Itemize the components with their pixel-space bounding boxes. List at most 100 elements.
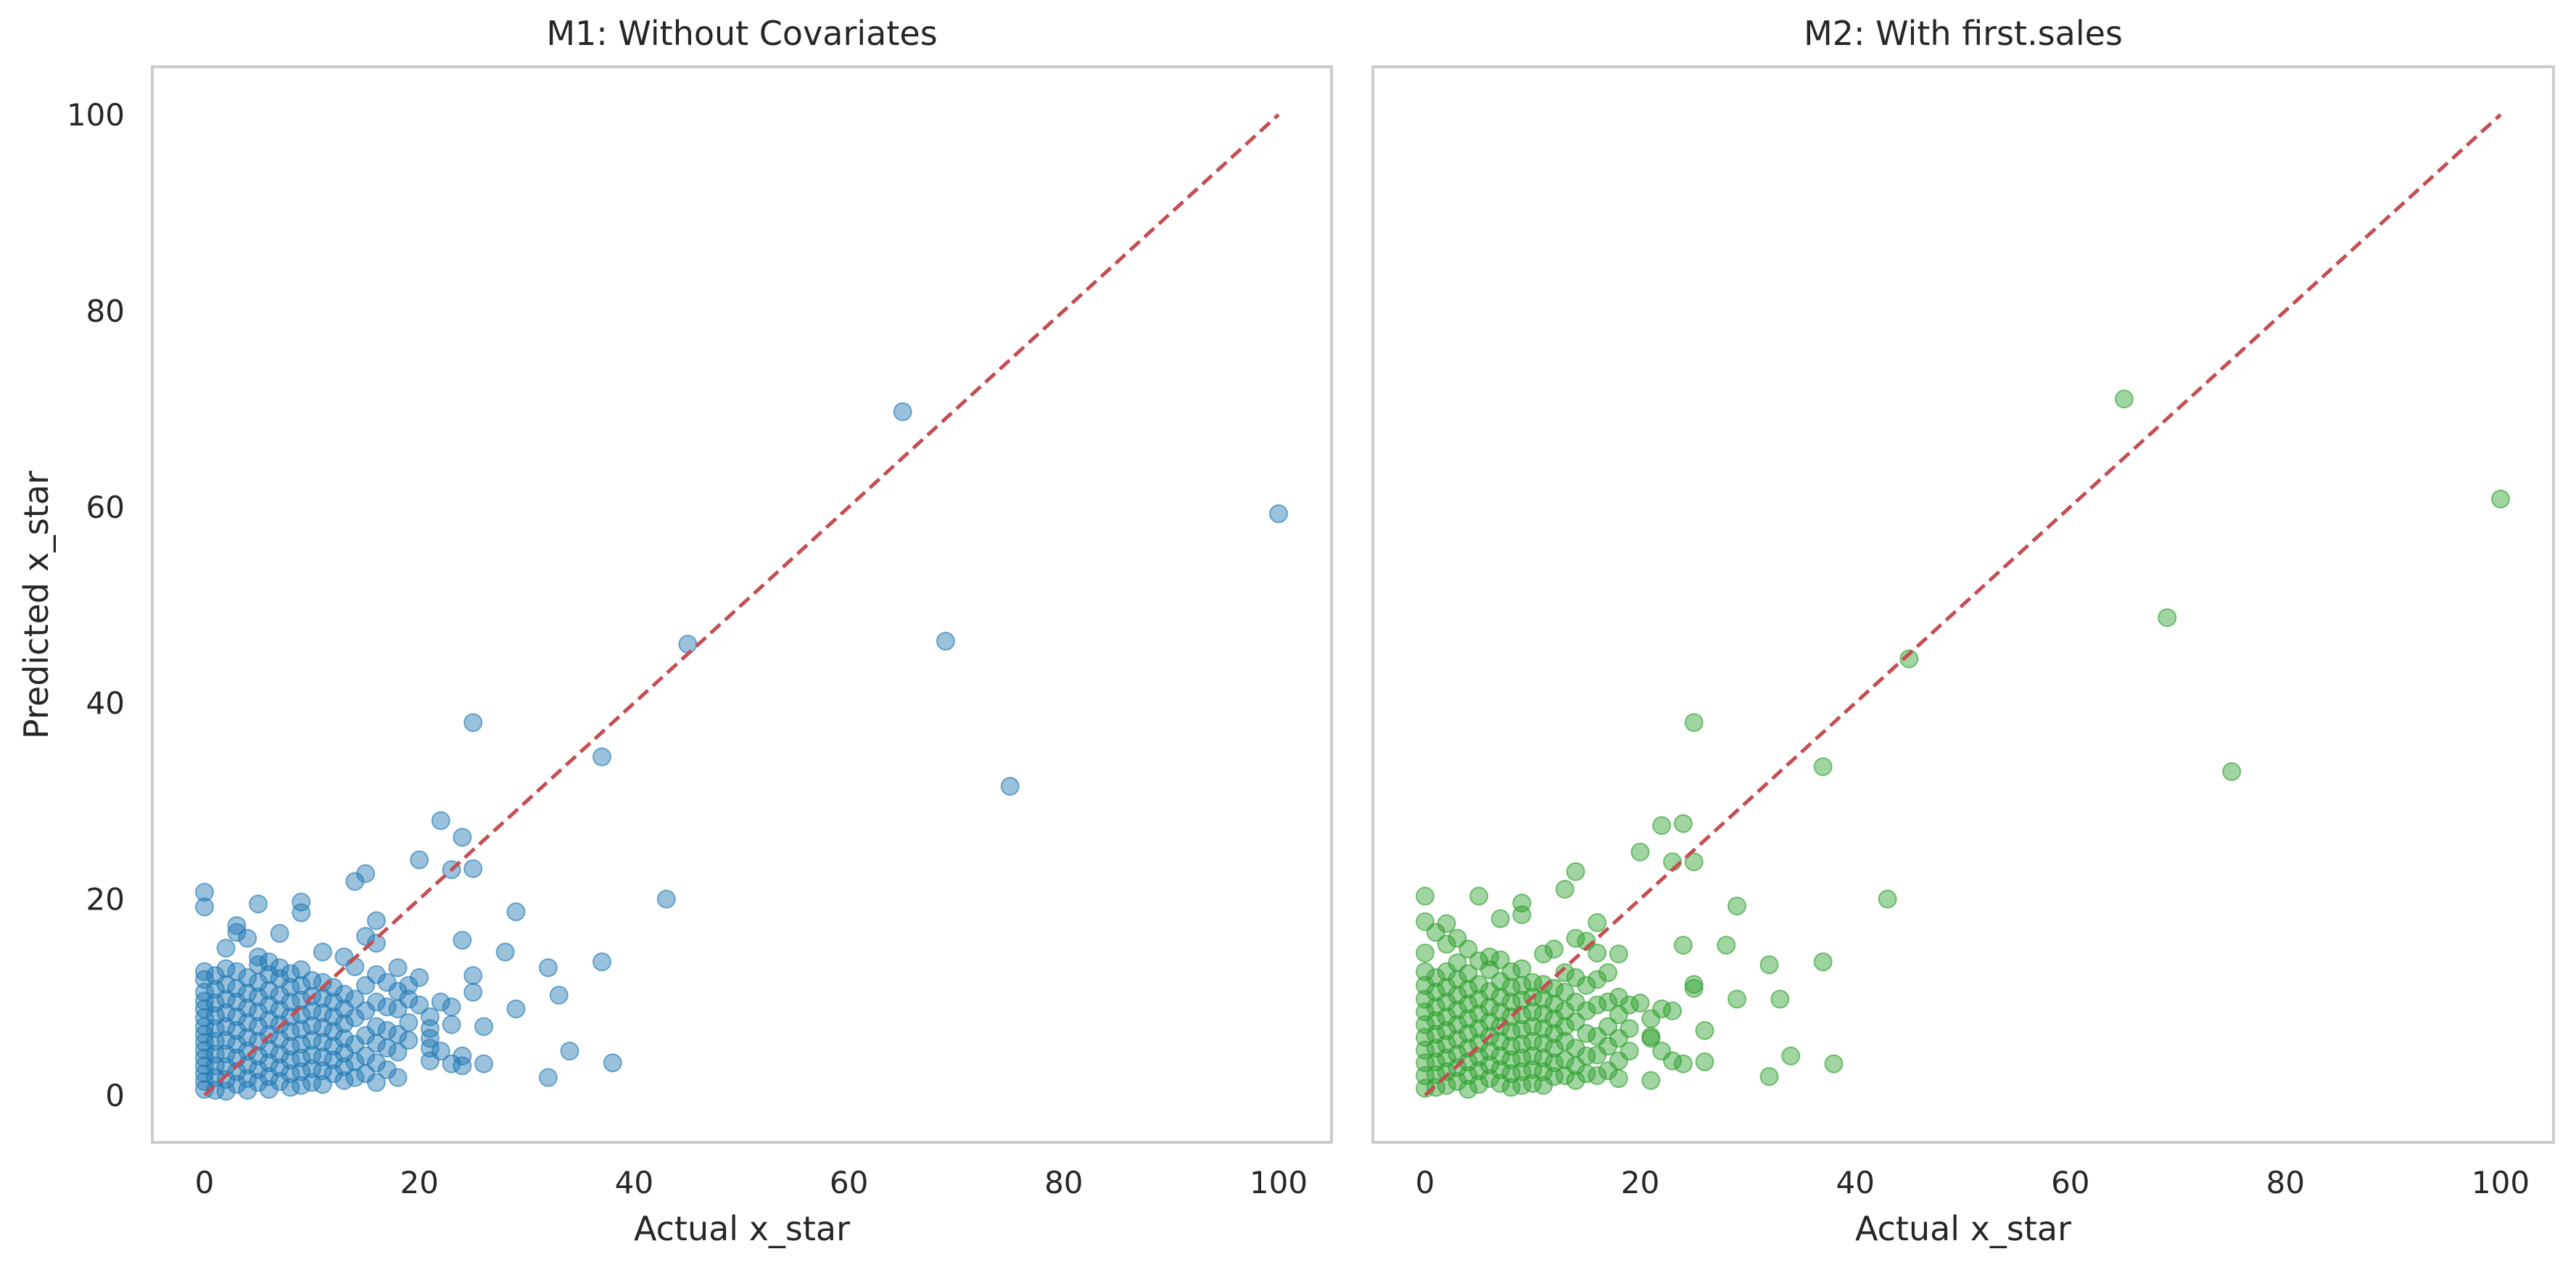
data-point-m1-184 bbox=[421, 1028, 440, 1048]
data-point-m1-219 bbox=[1269, 504, 1288, 524]
data-point-m2-64 bbox=[1479, 947, 1499, 967]
data-point-m1-40 bbox=[227, 962, 247, 981]
data-point-m1-49 bbox=[238, 928, 257, 948]
data-point-m2-151 bbox=[1588, 943, 1607, 962]
x-tick-label-m1-80: 80 bbox=[1044, 1165, 1083, 1200]
data-point-m2-193 bbox=[1727, 896, 1747, 916]
data-point-m1-196 bbox=[453, 1046, 472, 1065]
data-point-m2-152 bbox=[1588, 970, 1607, 989]
data-point-m2-111 bbox=[1534, 944, 1553, 964]
data-point-m2-177 bbox=[1652, 816, 1672, 836]
data-point-m2-143 bbox=[1566, 1071, 1585, 1090]
data-point-m2-159 bbox=[1598, 1017, 1618, 1036]
x-ticks-m2: 0 20 40 60 80 100 bbox=[1416, 1165, 2530, 1200]
data-point-m1-178 bbox=[399, 1031, 418, 1050]
data-point-m1-59 bbox=[249, 894, 268, 914]
data-point-m1-100 bbox=[292, 903, 311, 923]
data-point-m2-202 bbox=[1878, 889, 1897, 909]
data-point-m1-135 bbox=[334, 984, 354, 1004]
data-point-m2-147 bbox=[1577, 1023, 1596, 1043]
data-point-m2-74 bbox=[1490, 950, 1510, 970]
data-point-m2-136 bbox=[1566, 862, 1585, 881]
data-point-m1-176 bbox=[399, 989, 418, 1009]
data-point-m1-118 bbox=[313, 942, 332, 962]
data-point-m1-1 bbox=[195, 897, 214, 917]
panel-title-m2: M2: With first.sales bbox=[1804, 14, 2123, 53]
x-tick-label-m2-0: 0 bbox=[1416, 1165, 1435, 1200]
data-point-m2-112 bbox=[1534, 975, 1553, 994]
data-point-m1-50 bbox=[238, 968, 257, 987]
y-tick-label-m1-100: 100 bbox=[67, 97, 125, 133]
y-tick-label-m1-40: 40 bbox=[86, 685, 125, 721]
data-point-m2-170 bbox=[1619, 1042, 1639, 1061]
data-point-m1-2 bbox=[195, 962, 214, 981]
data-point-m1-81 bbox=[270, 958, 289, 978]
data-point-m1-202 bbox=[474, 1017, 494, 1036]
data-point-m1-9 bbox=[195, 1025, 214, 1044]
y-tick-label-m1-80: 80 bbox=[86, 293, 125, 329]
data-point-m2-169 bbox=[1619, 1019, 1639, 1039]
data-point-m1-209 bbox=[549, 986, 569, 1005]
data-point-m2-176 bbox=[1641, 1071, 1661, 1090]
data-point-m1-0 bbox=[195, 883, 214, 902]
data-point-m2-53 bbox=[1458, 1079, 1478, 1099]
data-point-m1-212 bbox=[592, 952, 611, 972]
data-point-m1-180 bbox=[410, 968, 429, 987]
data-point-m1-137 bbox=[334, 1014, 354, 1034]
data-point-m2-94 bbox=[1512, 959, 1532, 978]
data-point-m1-213 bbox=[603, 1053, 622, 1073]
data-point-m1-27 bbox=[216, 939, 236, 958]
data-point-m1-167 bbox=[377, 1039, 397, 1058]
x-tick-label-m1-100: 100 bbox=[1250, 1165, 1308, 1200]
data-point-m1-145 bbox=[345, 1008, 365, 1028]
data-point-m1-72 bbox=[259, 981, 278, 1000]
data-point-m1-189 bbox=[431, 1042, 450, 1061]
data-point-m2-121 bbox=[1544, 978, 1564, 998]
data-point-m2-23 bbox=[1437, 914, 1456, 933]
data-point-m2-3 bbox=[1416, 962, 1434, 981]
data-point-m2-56 bbox=[1469, 975, 1489, 994]
data-point-m1-188 bbox=[431, 992, 450, 1012]
x-tick-label-m1-0: 0 bbox=[195, 1165, 215, 1200]
data-point-m2-44 bbox=[1458, 939, 1478, 959]
data-point-m2-175 bbox=[1641, 1028, 1661, 1048]
data-point-m1-204 bbox=[495, 942, 515, 962]
reference-line-m1 bbox=[203, 113, 1280, 1097]
data-point-m1-156 bbox=[366, 911, 386, 931]
x-axis-label-m2: Actual x_star bbox=[1855, 1209, 2071, 1248]
data-point-m2-197 bbox=[1770, 989, 1790, 1009]
data-point-m1-71 bbox=[259, 965, 278, 984]
panel-m2: M2: With first.sales 0 20 40 60 80 100 Actual… bbox=[1371, 14, 2555, 1248]
data-point-m2-198 bbox=[1781, 1046, 1801, 1065]
data-point-m2-207 bbox=[2491, 489, 2510, 508]
data-point-m1-218 bbox=[1000, 777, 1020, 796]
x-tick-label-m2-60: 60 bbox=[2051, 1165, 2089, 1200]
x-tick-label-m1-60: 60 bbox=[830, 1165, 868, 1200]
data-point-m2-145 bbox=[1577, 976, 1596, 995]
data-point-m2-120 bbox=[1544, 939, 1564, 959]
data-point-m1-132 bbox=[323, 1050, 343, 1070]
data-point-m1-48 bbox=[227, 1075, 247, 1094]
y-axis-label-m1: Predicted x_star bbox=[17, 471, 56, 739]
x-tick-label-m2-80: 80 bbox=[2266, 1165, 2305, 1200]
data-point-m1-99 bbox=[292, 892, 311, 912]
data-point-m1-183 bbox=[421, 1019, 440, 1039]
data-point-m2-126 bbox=[1544, 1053, 1564, 1073]
data-point-m2-158 bbox=[1598, 992, 1618, 1012]
data-point-m2-194 bbox=[1727, 989, 1747, 1009]
data-point-m1-205 bbox=[506, 902, 526, 922]
data-point-m2-201 bbox=[1824, 1054, 1844, 1073]
y-tick-label-m1-60: 60 bbox=[86, 490, 125, 525]
y-ticks-m1: 0 20 40 60 80 100 bbox=[67, 97, 125, 1113]
data-point-m1-45 bbox=[227, 1034, 247, 1054]
data-point-m2-24 bbox=[1437, 934, 1456, 954]
data-point-m1-60 bbox=[249, 947, 268, 967]
panel-title-m1: M1: Without Covariates bbox=[546, 14, 937, 53]
data-point-m1-187 bbox=[431, 811, 450, 830]
data-point-m2-157 bbox=[1598, 963, 1618, 982]
data-point-m1-39 bbox=[227, 923, 247, 942]
panel-m1: M1: Without Covariates 0 20 40 60 80 100 0 20 4… bbox=[17, 14, 1333, 1248]
data-point-m1-147 bbox=[345, 1052, 365, 1072]
data-point-m2-204 bbox=[2114, 389, 2134, 409]
